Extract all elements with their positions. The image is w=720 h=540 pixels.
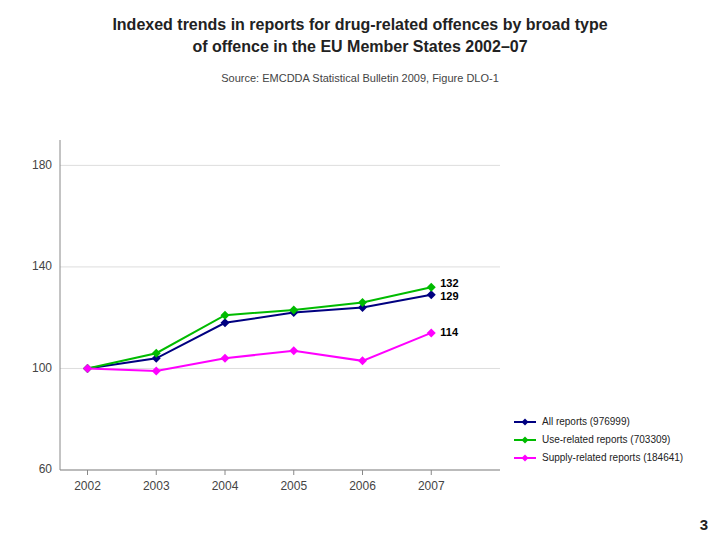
point	[83, 364, 92, 373]
point	[83, 364, 92, 373]
end-label: 114	[440, 326, 459, 338]
grid-line	[60, 368, 500, 369]
point	[152, 349, 161, 358]
x-tick-label: 2007	[418, 479, 445, 493]
point	[358, 298, 367, 307]
legend-label: Supply-related reports (184641)	[542, 452, 683, 463]
x-tick	[225, 470, 226, 475]
point	[427, 283, 436, 292]
end-label: 132	[440, 277, 458, 289]
x-tick-label: 2004	[212, 479, 239, 493]
legend-label: Use-related reports (703309)	[542, 434, 670, 445]
grid-line	[60, 266, 500, 267]
x-tick	[87, 470, 88, 475]
point	[289, 306, 298, 315]
point	[152, 367, 161, 376]
legend: All reports (976999) Use-related reports …	[514, 416, 683, 463]
series-line	[88, 333, 432, 371]
title: Indexed trends in reports for drug-relat…	[112, 16, 607, 33]
grid	[60, 165, 500, 470]
point	[427, 328, 436, 337]
x-tick	[362, 470, 363, 475]
y-tick-label: 180	[32, 158, 52, 172]
x-tick-label: 2003	[143, 479, 170, 493]
grid-line	[60, 470, 500, 471]
legend-marker	[522, 419, 529, 426]
point	[358, 356, 367, 365]
page-number: 3	[700, 516, 708, 533]
legend-label: All reports (976999)	[542, 416, 630, 427]
y-tick-label: 140	[32, 259, 52, 273]
end-label: 129	[440, 290, 458, 302]
y-tick-label: 100	[32, 361, 52, 375]
point	[221, 311, 230, 320]
chart: Indexed trends in reports for drug-relat…	[0, 0, 720, 540]
x-tick	[156, 470, 157, 475]
x-tick	[431, 470, 432, 475]
legend-marker	[522, 455, 529, 462]
point	[221, 354, 230, 363]
subtitle: Source: EMCDDA Statistical Bulletin 2009…	[221, 72, 499, 84]
y-axis	[60, 140, 61, 470]
x-tick	[293, 470, 294, 475]
point	[289, 346, 298, 355]
x-axis	[60, 470, 500, 471]
y-tick-label: 60	[39, 462, 53, 476]
grid-line	[60, 165, 500, 166]
x-tick-label: 2002	[74, 479, 101, 493]
series-line	[88, 287, 432, 368]
legend-marker	[522, 437, 529, 444]
point	[83, 364, 92, 373]
x-tick-label: 2005	[280, 479, 307, 493]
data	[83, 283, 436, 376]
x-tick-label: 2006	[349, 479, 376, 493]
title: of offence in the EU Member States 2002–…	[192, 38, 527, 55]
